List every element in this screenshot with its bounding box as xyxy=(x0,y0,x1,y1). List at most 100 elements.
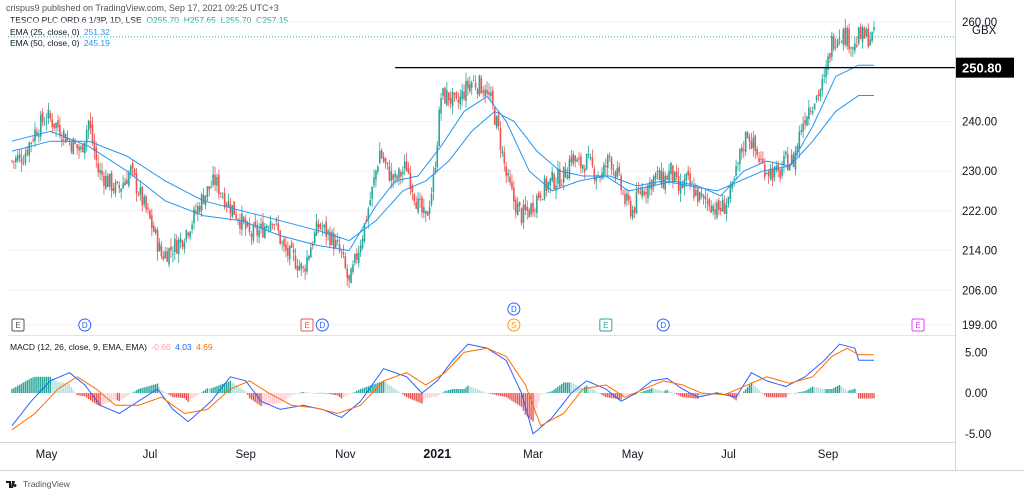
macd-histogram-bar xyxy=(821,388,823,394)
macd-histogram-bar xyxy=(262,393,264,406)
macd-histogram-bar xyxy=(80,393,82,396)
macd-histogram-bar xyxy=(130,393,132,394)
macd-histogram-bar xyxy=(754,386,756,394)
candle-body xyxy=(45,120,48,122)
macd-histogram-bar xyxy=(857,393,860,399)
candle-body xyxy=(595,176,598,182)
macd-histogram-bar xyxy=(143,387,145,394)
macd-hist-value: -0.66 xyxy=(151,342,171,352)
candle-body xyxy=(106,175,109,187)
candle-body xyxy=(514,199,517,213)
macd-histogram-bar xyxy=(831,389,833,394)
macd-histogram-bar xyxy=(478,390,481,394)
event-marker-label: S xyxy=(511,321,516,330)
candle-body xyxy=(423,207,425,214)
candle-body xyxy=(120,188,122,192)
macd-histogram-bar xyxy=(415,393,417,402)
candle-body xyxy=(649,181,651,189)
macd-histogram-bar xyxy=(287,393,289,398)
candle-body xyxy=(520,208,523,224)
macd-histogram-bar xyxy=(865,393,868,399)
candle-body xyxy=(534,210,536,212)
macd-histogram-bar xyxy=(802,391,804,394)
candle-body xyxy=(83,142,86,154)
macd-histogram-bar xyxy=(555,388,557,394)
macd-histogram-bar xyxy=(453,389,456,394)
macd-histogram-bar xyxy=(256,393,258,404)
macd-histogram-bar xyxy=(365,386,368,394)
candle-body xyxy=(221,196,224,198)
macd-histogram-bar xyxy=(298,392,301,394)
candle-body xyxy=(265,225,268,229)
macd-histogram-bar xyxy=(87,393,90,399)
candle-body xyxy=(61,138,63,141)
candle-body xyxy=(760,158,762,160)
candle-body xyxy=(647,185,649,199)
candle-body xyxy=(769,168,772,179)
candle-body xyxy=(225,204,228,206)
macd-histogram-bar xyxy=(859,393,862,399)
macd-histogram-bar xyxy=(691,393,693,399)
macd-histogram-bar xyxy=(390,386,392,394)
candle-body xyxy=(390,171,393,181)
macd-histogram-bar xyxy=(499,393,502,396)
macd-histogram-bar xyxy=(580,387,582,394)
event-marker-label: D xyxy=(511,305,517,314)
candle-body xyxy=(469,84,471,92)
macd-histogram-bar xyxy=(377,382,379,394)
macd-histogram-bar xyxy=(482,391,484,394)
candle-body xyxy=(277,223,280,231)
macd-histogram-bar xyxy=(70,386,73,394)
macd-histogram-bar xyxy=(308,392,310,394)
macd-histogram-bar xyxy=(687,393,689,398)
macd-histogram-bar xyxy=(363,387,366,394)
candle-body xyxy=(189,231,191,237)
macd-histogram-bar xyxy=(421,393,423,404)
macd-histogram-bar xyxy=(193,393,195,398)
candle-body xyxy=(652,176,655,187)
candle-body xyxy=(204,195,207,206)
candle-body xyxy=(861,27,864,43)
candle-body xyxy=(582,165,584,169)
candle-body xyxy=(440,98,442,114)
macd-histogram-bar xyxy=(610,393,613,399)
candle-body xyxy=(80,146,82,150)
macd-histogram-bar xyxy=(568,382,571,394)
candle-body xyxy=(382,156,385,162)
macd-histogram-bar xyxy=(381,381,383,394)
macd-histogram-bar xyxy=(15,386,17,394)
macd-histogram-bar xyxy=(402,393,404,395)
macd-histogram-bar xyxy=(222,383,224,394)
macd-histogram-bar xyxy=(739,393,741,396)
published-caption: crispus9 published on TradingView.com, S… xyxy=(6,3,279,13)
macd-histogram-bar xyxy=(82,393,84,397)
macd-histogram-bar xyxy=(509,393,511,400)
candle-body xyxy=(670,162,672,175)
macd-histogram-bar xyxy=(626,393,628,395)
macd-histogram-bar xyxy=(549,391,551,394)
candle-body xyxy=(361,238,364,248)
candle-body xyxy=(242,217,245,222)
candle-body xyxy=(781,168,783,176)
candle-body xyxy=(216,176,218,186)
candle-body xyxy=(478,75,481,96)
macd-histogram-bar xyxy=(342,393,345,398)
candle-body xyxy=(400,172,402,177)
event-marker-label: E xyxy=(15,321,20,330)
candle-body xyxy=(172,253,174,255)
macd-histogram-bar xyxy=(854,388,856,394)
candle-body xyxy=(809,110,812,112)
candle-body xyxy=(38,135,40,137)
macd-histogram-bar xyxy=(622,393,624,398)
candle-body xyxy=(365,219,368,222)
macd-histogram-bar xyxy=(147,386,149,394)
candle-body xyxy=(537,192,540,198)
macd-histogram-bar xyxy=(750,382,753,394)
macd-histogram-bar xyxy=(601,393,603,395)
macd-histogram-bar xyxy=(844,389,846,394)
close-value: 257.15 xyxy=(262,15,289,25)
macd-histogram-bar xyxy=(716,391,718,394)
candle-body xyxy=(151,215,153,229)
macd-histogram-bar xyxy=(501,393,504,397)
